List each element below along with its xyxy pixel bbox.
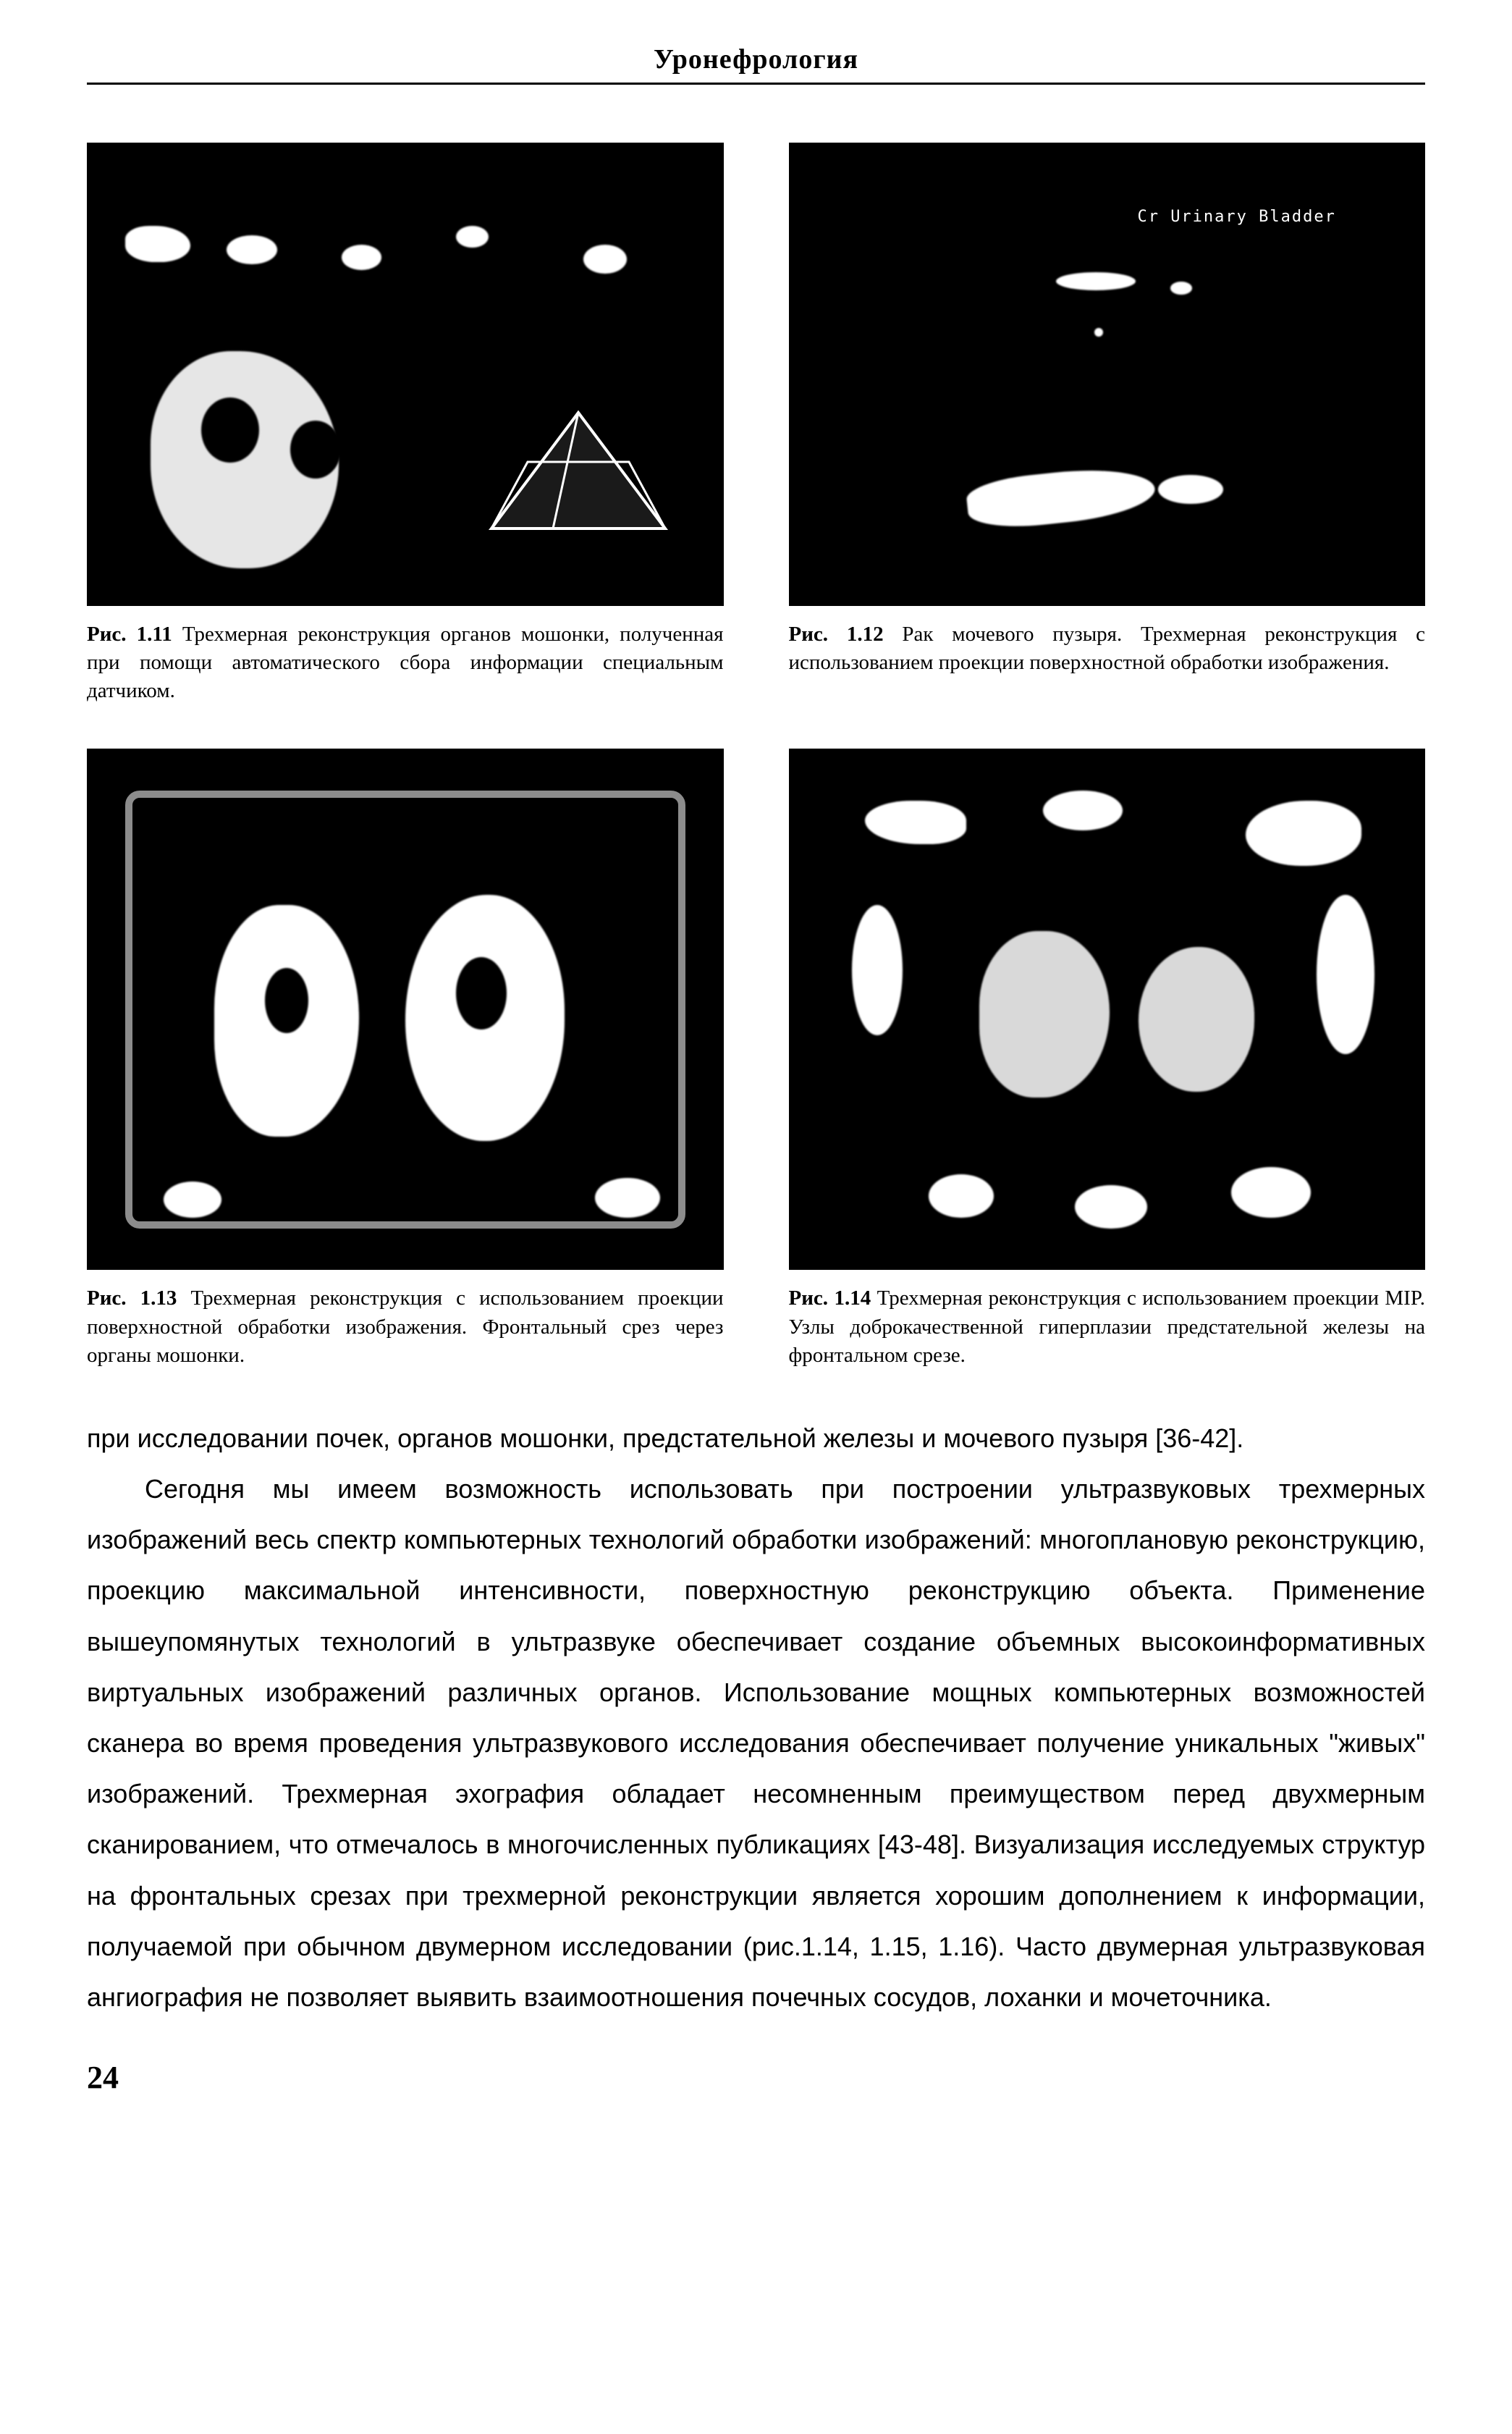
figure-label: Рис. 1.12 <box>789 623 884 646</box>
figure-1-12: Cr Urinary Bladder Рис. 1.12 Рак мочевог… <box>789 143 1426 705</box>
figure-label: Рис. 1.11 <box>87 623 172 646</box>
figures-grid: Рис. 1.11 Трехмерная реконструкция орган… <box>87 143 1425 1370</box>
body-paragraph-2: Сегодня мы имеем возможность использоват… <box>87 1464 1425 2023</box>
figure-1-14-image <box>789 749 1426 1270</box>
page-number: 24 <box>87 2059 1425 2096</box>
figure-label: Рис. 1.14 <box>789 1287 871 1310</box>
figure-1-12-image: Cr Urinary Bladder <box>789 143 1426 606</box>
pyramid-icon <box>484 405 672 550</box>
body-text: при исследовании почек, органов мошонки,… <box>87 1413 1425 2023</box>
figure-1-12-caption: Рис. 1.12 Рак мочевого пузыря. Трехмерна… <box>789 620 1426 677</box>
figure-caption-text: Трехмерная реконструкция органов мошонки… <box>87 623 724 702</box>
figure-caption-text: Трехмерная реконструкция с использование… <box>87 1287 724 1366</box>
figure-label: Рис. 1.13 <box>87 1287 177 1310</box>
figure-1-11: Рис. 1.11 Трехмерная реконструкция орган… <box>87 143 724 705</box>
body-paragraph-1: при исследовании почек, органов мошонки,… <box>87 1413 1425 1464</box>
figure-1-14: Рис. 1.14 Трехмерная реконструкция с исп… <box>789 749 1426 1369</box>
figure-1-13-image <box>87 749 724 1270</box>
figure-caption-text: Трехмерная реконструкция с использование… <box>789 1287 1426 1366</box>
figure-1-11-caption: Рис. 1.11 Трехмерная реконструкция орган… <box>87 620 724 705</box>
figure-1-13-caption: Рис. 1.13 Трехмерная реконструкция с исп… <box>87 1284 724 1369</box>
figure-1-14-caption: Рис. 1.14 Трехмерная реконструкция с исп… <box>789 1284 1426 1369</box>
figure-1-11-image <box>87 143 724 606</box>
section-header: Уронефрология <box>87 43 1425 85</box>
figure-caption-text: Рак мочевого пузыря. Трехмерная реконстр… <box>789 623 1426 674</box>
figure-1-13: Рис. 1.13 Трехмерная реконструкция с исп… <box>87 749 724 1369</box>
image-overlay-label: Cr Urinary Bladder <box>1137 208 1335 226</box>
